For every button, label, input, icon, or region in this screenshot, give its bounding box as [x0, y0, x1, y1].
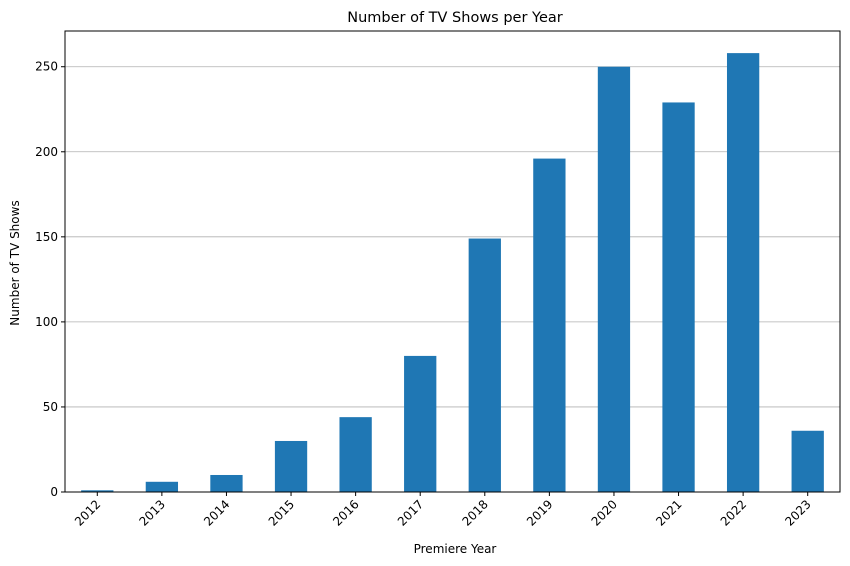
- x-tick-label: 2021: [653, 497, 684, 528]
- x-tick-label: 2018: [459, 497, 490, 528]
- x-tick-label: 2022: [718, 497, 749, 528]
- bar-2020: [597, 66, 631, 493]
- bar-2018: [468, 238, 501, 492]
- y-tick-label: 50: [43, 400, 58, 414]
- y-tick-label: 0: [50, 485, 58, 499]
- axes: [64, 30, 841, 493]
- y-tick-label: 100: [35, 315, 58, 329]
- bar-2014: [210, 474, 243, 492]
- x-tick-label: 2016: [330, 497, 361, 528]
- y-tick-label: 250: [35, 60, 58, 74]
- x-tick-label: 2019: [524, 497, 555, 528]
- y-axis-label: Number of TV Shows: [8, 200, 22, 325]
- bar-2015: [274, 440, 308, 492]
- x-axis-label: Premiere Year: [414, 542, 497, 556]
- x-tick-label: 2023: [782, 497, 813, 528]
- bar-2013: [145, 481, 179, 492]
- y-tick-label: 200: [35, 145, 58, 159]
- y-tick-label: 150: [35, 230, 58, 244]
- x-tick-label: 2014: [201, 497, 232, 528]
- x-tick-label: 2013: [136, 497, 167, 528]
- bars: [81, 53, 824, 493]
- bar-2019: [533, 158, 566, 493]
- bar-2022: [726, 53, 760, 493]
- chart-title: Number of TV Shows per Year: [347, 10, 563, 26]
- bar-2021: [662, 102, 695, 492]
- y-grid-lines: [65, 66, 840, 408]
- x-tick-label: 2012: [72, 497, 103, 528]
- bar-2023: [791, 430, 824, 492]
- plot-frame: [64, 30, 841, 493]
- x-tick-label: 2015: [266, 497, 297, 528]
- x-tick-label: 2017: [395, 497, 426, 528]
- bar-2012: [81, 490, 114, 492]
- y-ticks: 0 50 100 150 200 250: [35, 60, 65, 499]
- x-ticks: 2012 2013 2014 2015 2016 2017 2018 2019 2020 2021…: [72, 492, 814, 529]
- x-tick-label: 2020: [589, 497, 620, 528]
- bar-2017: [404, 355, 437, 492]
- bar-2016: [339, 417, 372, 492]
